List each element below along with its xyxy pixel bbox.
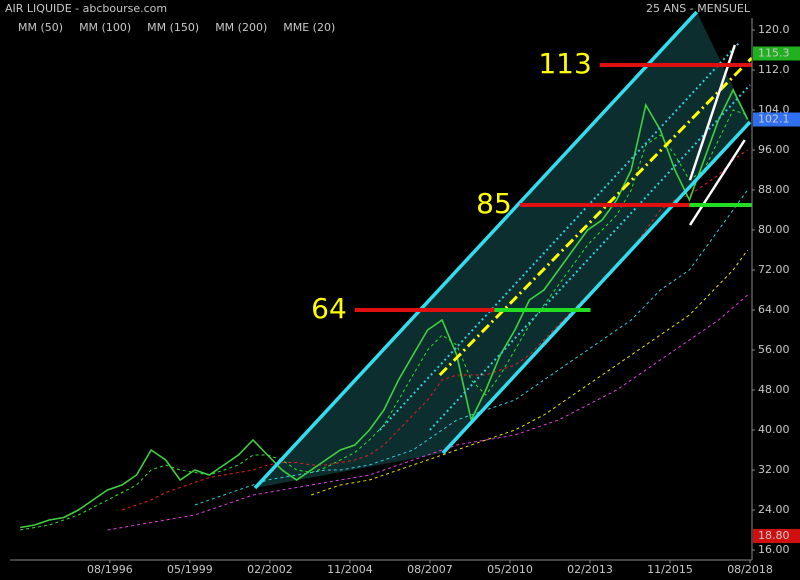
y-tick-label: 32.00	[758, 463, 790, 476]
legend-entry: MME (20)	[283, 21, 335, 34]
y-tick-label: 24.00	[758, 503, 790, 516]
level-label: 64	[311, 292, 347, 325]
legend-entry: MM (100)	[79, 21, 131, 34]
y-tick-label: 96.00	[758, 143, 790, 156]
price-tag-label: 18.80	[758, 529, 790, 542]
legend-entry: MM (150)	[147, 21, 199, 34]
price-line	[20, 88, 749, 529]
moving-average	[20, 109, 748, 531]
trendline	[688, 44, 737, 181]
trendline	[429, 84, 751, 431]
x-tick-label: 08/1996	[87, 563, 133, 576]
trendline	[253, 10, 698, 490]
price-tag	[753, 529, 800, 543]
moving-average	[194, 189, 749, 506]
y-tick-label: 16.00	[758, 543, 790, 556]
y-tick-label: 56.00	[758, 343, 790, 356]
y-tick-label: 80.00	[758, 223, 790, 236]
y-tick-label: 88.00	[758, 183, 790, 196]
x-tick-label: 02/2002	[247, 563, 293, 576]
x-tick-label: 05/2010	[487, 563, 533, 576]
trendline	[688, 139, 746, 226]
y-tick-label: 64.00	[758, 303, 790, 316]
y-tick-label: 48.00	[758, 383, 790, 396]
price-tag	[753, 46, 800, 61]
trendline	[379, 41, 741, 431]
chart-subtitle: 25 ANS - MENSUEL	[646, 2, 751, 15]
plot-area	[20, 10, 752, 531]
x-tick-label: 05/1999	[167, 563, 213, 576]
legend-entry: MM (200)	[215, 21, 267, 34]
moving-average	[107, 294, 748, 531]
moving-average	[311, 249, 749, 496]
x-tick-label: 08/2007	[407, 563, 453, 576]
price-tag-label: 102.1	[758, 113, 790, 126]
price-tag	[753, 112, 800, 127]
x-tick-label: 11/2004	[327, 563, 373, 576]
y-tick-label: 112.0	[758, 63, 790, 76]
trendline	[441, 120, 752, 455]
channel-fill	[255, 12, 750, 488]
chart-title: AIR LIQUIDE - abcbourse.com	[5, 2, 167, 15]
price-tag-label: 115.3	[758, 47, 790, 60]
y-tick-label: 120.0	[758, 23, 790, 36]
level-label: 113	[538, 47, 591, 80]
legend-entry: MM (50)	[18, 21, 63, 34]
trendline	[438, 56, 752, 377]
y-tick-label: 72.00	[758, 263, 790, 276]
y-tick-label: 40.00	[758, 423, 790, 436]
x-tick-label: 02/2013	[567, 563, 613, 576]
level-label: 85	[476, 187, 512, 220]
x-tick-label: 08/2018	[727, 563, 773, 576]
moving-average	[121, 149, 748, 511]
x-tick-label: 11/2015	[647, 563, 693, 576]
